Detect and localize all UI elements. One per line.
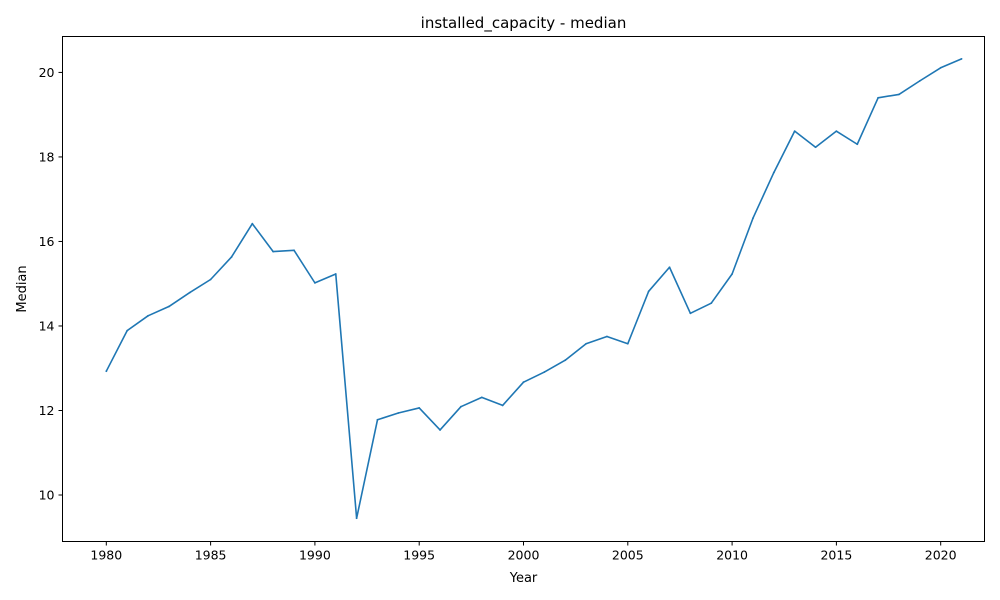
data-point: [731, 273, 733, 275]
data-point: [418, 407, 421, 409]
data-point: [668, 266, 671, 269]
data-point: [918, 79, 921, 82]
data-point: [293, 249, 295, 252]
series-line: [105, 58, 962, 520]
x-tick-label: 1980: [90, 548, 122, 563]
data-point: [230, 256, 233, 258]
data-point: [126, 329, 129, 332]
data-point: [960, 58, 963, 60]
x-axis-label: Year: [509, 571, 538, 586]
data-point: [209, 278, 212, 281]
data-point: [334, 273, 337, 275]
x-tick-label: 2000: [508, 548, 540, 563]
data-point: [814, 146, 817, 149]
data-point: [710, 302, 713, 305]
data-point: [376, 418, 379, 421]
x-tick-label: 1995: [403, 548, 435, 563]
data-point: [397, 412, 400, 414]
x-tick-label: 2005: [612, 548, 644, 563]
data-point: [752, 217, 754, 220]
data-point: [480, 396, 483, 399]
data-point: [543, 371, 546, 373]
data-point: [793, 130, 796, 133]
data-point: [167, 305, 170, 308]
data-point: [898, 93, 900, 96]
y-tick-label: 20: [39, 65, 55, 80]
data-point: [460, 405, 462, 408]
data-point: [564, 359, 567, 362]
data-point: [147, 314, 149, 317]
data-point: [585, 342, 587, 345]
x-tick-label: 2015: [820, 548, 852, 563]
data-point: [522, 381, 525, 384]
data-point: [439, 429, 441, 431]
data-point: [188, 291, 191, 294]
data-point: [355, 517, 358, 520]
data-point: [856, 143, 859, 146]
x-axis: 1980 1985 1990 1995 2000 2005 2010 2015 2020: [90, 541, 957, 563]
series-layer: [105, 58, 963, 520]
data-point: [772, 171, 775, 174]
data-point: [689, 312, 692, 315]
data-point: [647, 290, 650, 293]
data-point: [251, 222, 254, 225]
y-axis: 10 12 14 16 18 20: [39, 65, 63, 503]
y-tick-label: 18: [39, 149, 55, 164]
data-point: [939, 66, 942, 69]
y-tick-label: 10: [39, 488, 55, 503]
data-point: [877, 96, 880, 99]
data-point: [606, 335, 608, 338]
data-point: [626, 342, 629, 345]
x-tick-label: 1985: [195, 548, 227, 563]
chart-title: installed_capacity - median: [421, 14, 627, 33]
data-point: [105, 370, 108, 373]
plot-area: [62, 36, 985, 542]
y-tick-label: 12: [39, 403, 55, 418]
y-tick-label: 14: [39, 318, 55, 333]
x-tick-label: 1990: [299, 548, 331, 563]
data-point: [835, 130, 838, 133]
x-tick-label: 2020: [925, 548, 957, 563]
data-point: [501, 404, 504, 407]
data-point: [272, 250, 275, 253]
x-tick-label: 2010: [716, 548, 748, 563]
y-tick-label: 16: [39, 234, 55, 249]
data-point: [314, 281, 316, 284]
y-axis-label: Median: [15, 265, 30, 312]
